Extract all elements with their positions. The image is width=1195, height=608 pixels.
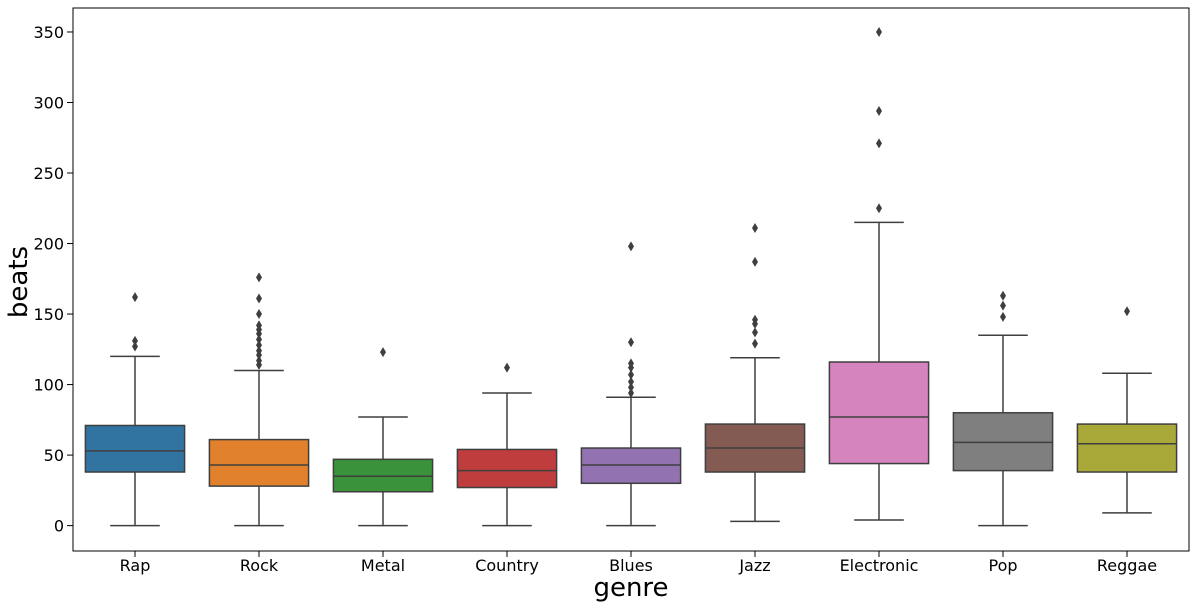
x-tick-label: Jazz (738, 556, 770, 575)
box-iqr (84, 424, 186, 473)
x-tick-label: Blues (609, 556, 653, 575)
plot-area: 0 50 100 150 200 250 300 350 Rap Rock Metal Country… (33, 23, 1178, 575)
x-axis-title: genre (593, 573, 668, 603)
outlier-point (256, 334, 262, 345)
plot-frame (72, 7, 1190, 552)
box-blues (580, 241, 682, 527)
box-iqr (456, 448, 558, 489)
outlier-point (256, 309, 262, 320)
outlier-point (256, 340, 262, 351)
box-reggae (1076, 306, 1178, 514)
x-tick-label: Reggae (1097, 556, 1157, 575)
box-metal (332, 347, 434, 527)
x-tick-label: Electronic (840, 556, 919, 575)
y-tick-label: 0 (54, 517, 64, 536)
outlier-point (1124, 306, 1130, 317)
box-iqr (828, 361, 930, 465)
x-tick-label: Pop (988, 556, 1017, 575)
outlier-point (132, 292, 138, 303)
y-tick-label: 200 (33, 235, 64, 254)
outlier-point (256, 293, 262, 304)
outlier-point (380, 347, 386, 358)
outlier-point (752, 256, 758, 267)
outlier-point (876, 203, 882, 214)
box-rock (208, 272, 310, 527)
outlier-point (876, 105, 882, 116)
outlier-point (256, 345, 262, 356)
outlier-point (752, 223, 758, 234)
outlier-point (256, 355, 262, 366)
outlier-point (256, 320, 262, 331)
outlier-point (132, 341, 138, 352)
outlier-point (132, 335, 138, 346)
y-tick-label: 100 (33, 376, 64, 395)
outlier-point (1000, 290, 1006, 301)
y-axis-title: beats (4, 246, 34, 318)
outlier-point (628, 337, 634, 348)
box-rap (84, 292, 186, 527)
x-tick-label: Metal (361, 556, 405, 575)
outlier-point (752, 327, 758, 338)
outlier-point (628, 358, 634, 369)
box-iqr (208, 438, 310, 487)
y-tick-label: 250 (33, 164, 64, 183)
outlier-point (752, 314, 758, 325)
outlier-point (752, 338, 758, 349)
outlier-point (1000, 311, 1006, 322)
outlier-point (876, 138, 882, 149)
x-tick-label: Rap (120, 556, 151, 575)
y-tick-label: 50 (44, 446, 64, 465)
y-tick-label: 350 (33, 23, 64, 42)
y-tick-label: 150 (33, 305, 64, 324)
outlier-point (628, 369, 634, 380)
outlier-point (876, 26, 882, 37)
box-iqr (1076, 423, 1178, 473)
box-pop (952, 290, 1054, 527)
box-jazz (704, 223, 806, 523)
outlier-point (1000, 300, 1006, 311)
x-tick-label: Rock (240, 556, 279, 575)
x-tick-label: Country (475, 556, 539, 575)
outlier-point (628, 388, 634, 399)
y-tick-label: 300 (33, 93, 64, 112)
outlier-point (628, 382, 634, 393)
box-country (456, 362, 558, 527)
box-electronic (828, 26, 930, 521)
outlier-point (256, 272, 262, 283)
outlier-point (628, 376, 634, 387)
outlier-point (628, 241, 634, 252)
outlier-point (504, 362, 510, 373)
